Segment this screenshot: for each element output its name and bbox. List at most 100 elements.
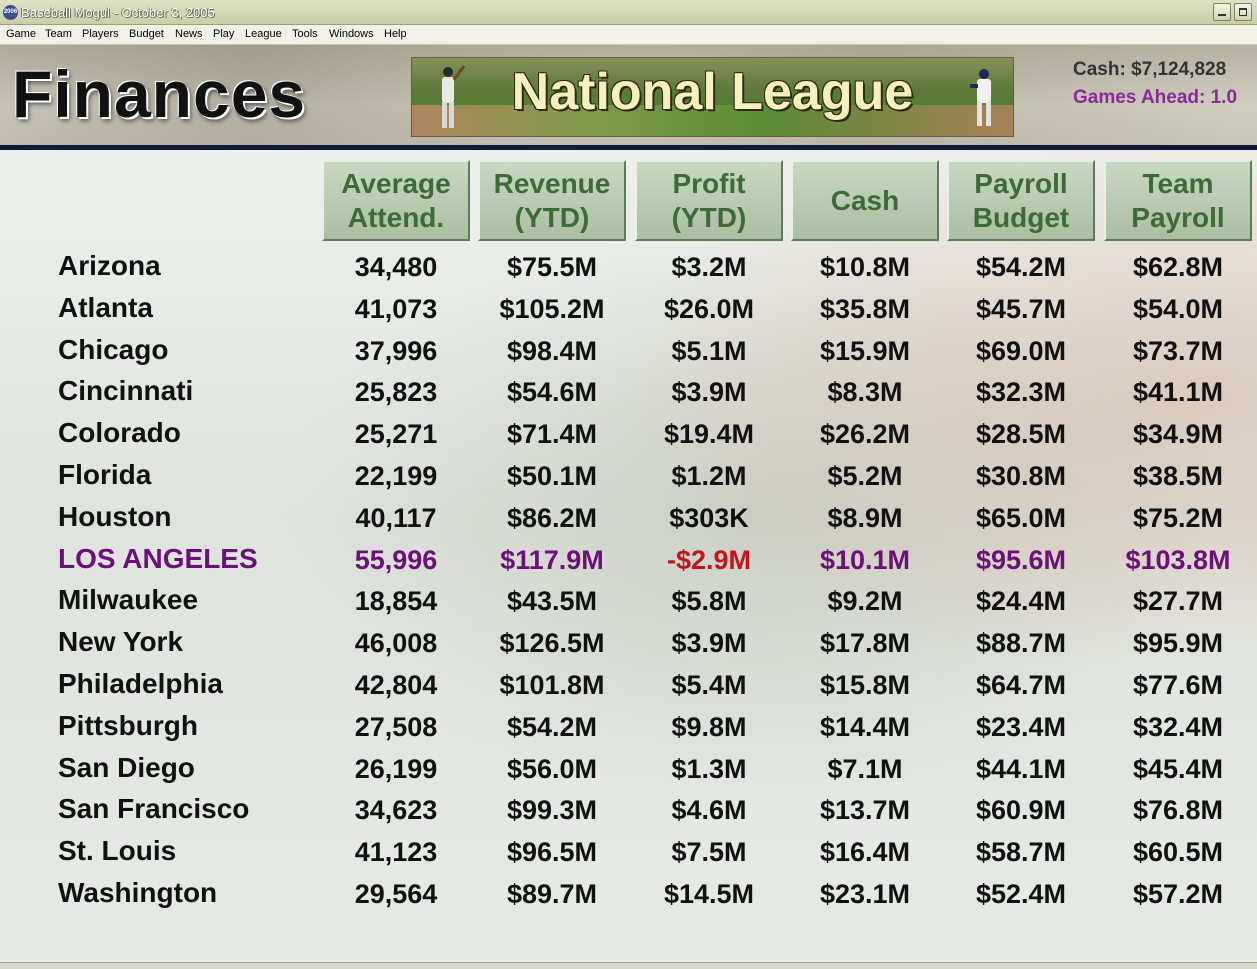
- table-cell: $41.1M: [1132, 377, 1224, 408]
- menu-budget[interactable]: Budget: [129, 28, 164, 40]
- table-cell: $54.2M: [506, 711, 598, 742]
- table-cell: $19.4M: [663, 419, 755, 450]
- table-cell: $77.6M: [1132, 670, 1224, 700]
- table-cell: $14.5M: [663, 879, 755, 909]
- team-name[interactable]: Colorado: [58, 417, 181, 449]
- menu-news[interactable]: News: [175, 28, 203, 40]
- table-cell: $10.1M: [819, 544, 911, 575]
- team-name[interactable]: Milwaukee: [58, 584, 199, 616]
- table-cell: $54.6M: [506, 377, 598, 408]
- minimize-button[interactable]: [1213, 3, 1231, 21]
- team-name[interactable]: Arizona: [58, 250, 161, 281]
- team-name[interactable]: San Diego: [58, 751, 195, 783]
- team-name[interactable]: LOS ANGELES: [58, 542, 258, 574]
- pitcher-image: [970, 69, 991, 126]
- table-cell: 26,199: [354, 753, 438, 784]
- team-name[interactable]: Philadelphia: [58, 668, 223, 699]
- table-cell: $3.9M: [671, 628, 747, 659]
- table-cell: $73.7M: [1132, 335, 1224, 366]
- menu-team[interactable]: Team: [45, 28, 72, 40]
- table-cell: $60.9M: [975, 795, 1067, 826]
- menu-help[interactable]: Help: [384, 28, 407, 40]
- table-cell: $95.9M: [1132, 628, 1224, 659]
- table-cell: $50.1M: [506, 461, 598, 491]
- table-cell: $16.4M: [819, 837, 911, 868]
- table-cell: $14.4M: [819, 711, 911, 742]
- table-cell: $15.8M: [819, 670, 911, 700]
- table-cell: $64.7M: [975, 670, 1067, 700]
- table-cell: $17.8M: [819, 628, 911, 659]
- table-cell: $45.7M: [975, 293, 1067, 324]
- menu-windows[interactable]: Windows: [329, 28, 374, 40]
- team-name[interactable]: Washington: [58, 877, 218, 908]
- menu-play[interactable]: Play: [213, 28, 235, 40]
- menu-tools[interactable]: Tools: [292, 28, 318, 40]
- table-cell: $103.8M: [1125, 544, 1231, 575]
- table-cell: $86.2M: [506, 502, 598, 533]
- finances-table: Average Attend. Revenue (YTD) Profit (YT…: [0, 150, 1257, 965]
- menu-league[interactable]: League: [245, 28, 282, 40]
- app-icon[interactable]: 2006: [3, 5, 18, 20]
- league-banner[interactable]: National League: [411, 57, 1014, 137]
- restore-button[interactable]: [1234, 3, 1252, 21]
- team-name[interactable]: Chicago: [58, 333, 169, 365]
- batter-image: [442, 65, 466, 128]
- team-name[interactable]: Pittsburgh: [58, 709, 198, 741]
- table-cell: $71.4M: [506, 419, 598, 450]
- table-cell: $69.0M: [975, 335, 1067, 366]
- table-cell: $35.8M: [819, 293, 911, 324]
- table-cell: $75.5M: [506, 252, 598, 282]
- page-title: Finances: [12, 57, 307, 131]
- team-name[interactable]: San Francisco: [58, 793, 250, 825]
- table-cell: $303K: [669, 502, 749, 533]
- table-cell: $1.2M: [671, 461, 747, 491]
- team-name[interactable]: St. Louis: [58, 835, 177, 867]
- table-cell: $27.7M: [1132, 586, 1224, 617]
- table-cell: 41,073: [354, 293, 438, 324]
- table-cell: 18,854: [354, 586, 438, 617]
- table-cell: 34,480: [354, 252, 438, 282]
- table-cell: $96.5M: [506, 837, 598, 868]
- table-cell: $8.3M: [827, 377, 903, 408]
- table-cell: $26.0M: [663, 293, 755, 324]
- table-cell: $10.8M: [819, 252, 911, 282]
- column-header-average-attendance[interactable]: Average Attend.: [322, 160, 470, 241]
- team-name[interactable]: Houston: [58, 500, 172, 532]
- table-cell: $5.1M: [671, 335, 747, 366]
- table-cell: $30.8M: [975, 461, 1067, 491]
- menu-players[interactable]: Players: [82, 28, 119, 40]
- table-cell: $95.6M: [975, 544, 1067, 575]
- table-cell: $8.9M: [827, 502, 903, 533]
- table-cell: $54.2M: [975, 252, 1067, 282]
- status-bar: [0, 962, 1257, 969]
- table-cell: 25,271: [354, 419, 438, 450]
- table-cell: $4.6M: [671, 795, 747, 826]
- table-cell: $32.3M: [975, 377, 1067, 408]
- column-header-cash[interactable]: Cash: [791, 160, 939, 241]
- table-cell: 29,564: [354, 879, 438, 909]
- table-cell: $58.7M: [975, 837, 1067, 868]
- table-cell: $65.0M: [975, 502, 1067, 533]
- column-header-team-payroll[interactable]: Team Payroll: [1104, 160, 1252, 241]
- table-cell: $105.2M: [499, 293, 605, 324]
- column-header-revenue[interactable]: Revenue (YTD): [478, 160, 626, 241]
- team-name[interactable]: Atlanta: [58, 291, 153, 323]
- team-name[interactable]: Cincinnati: [58, 375, 194, 407]
- table-cell: $5.2M: [827, 461, 903, 491]
- column-header-profit[interactable]: Profit (YTD): [635, 160, 783, 241]
- table-cell: $126.5M: [499, 628, 605, 659]
- column-header-payroll-budget[interactable]: Payroll Budget: [947, 160, 1095, 241]
- table-cell: 27,508: [354, 711, 438, 742]
- team-name[interactable]: New York: [58, 626, 184, 658]
- table-cell: $38.5M: [1132, 461, 1224, 491]
- table-cell: $117.9M: [500, 544, 604, 575]
- table-cell: $60.5M: [1132, 837, 1224, 868]
- team-name[interactable]: Florida: [58, 459, 152, 490]
- window-title: Baseball Mogul - October 3, 2005: [21, 5, 215, 20]
- table-cell: $9.2M: [827, 586, 903, 617]
- table-cell: $3.2M: [671, 252, 747, 282]
- table-cell: $89.7M: [506, 879, 598, 909]
- menu-game[interactable]: Game: [6, 28, 36, 40]
- table-cell: $23.1M: [819, 879, 911, 909]
- table-cell: $32.4M: [1132, 711, 1224, 742]
